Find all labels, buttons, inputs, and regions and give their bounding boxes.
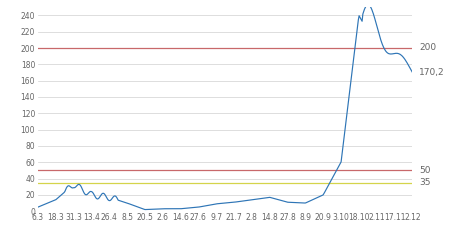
- Text: 170,2: 170,2: [419, 68, 445, 77]
- Text: 200: 200: [419, 43, 437, 53]
- Text: 35: 35: [419, 178, 431, 187]
- Text: 50: 50: [419, 166, 431, 175]
